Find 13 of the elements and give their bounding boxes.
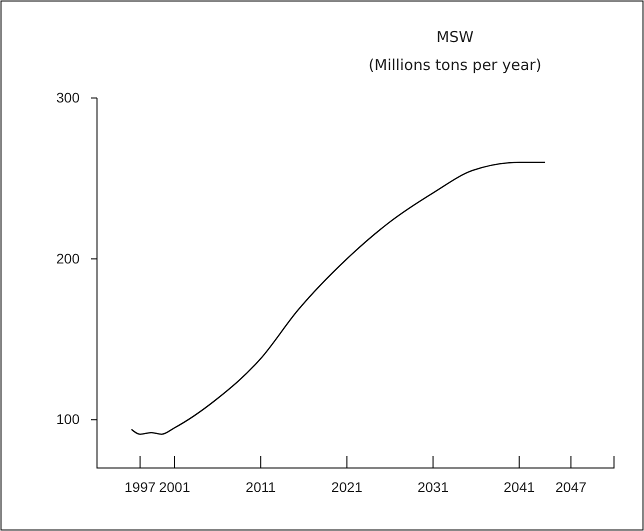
y-tick-label: 200 [56,250,80,266]
x-tick-label: 2001 [158,479,190,495]
y-tick-label: 100 [56,411,80,428]
chart-subtitle: (Millions tons per year) [368,56,542,74]
chart-title: MSW [436,28,474,46]
x-tick-label: 2041 [504,479,535,495]
line-series [130,162,546,435]
x-tick-label: 2021 [331,479,363,495]
y-tick-label: 300 [56,89,80,106]
x-tick-label: 1997 [124,479,156,495]
x-tick-label: 2011 [246,479,276,495]
x-tick-label: 2047 [555,479,587,495]
x-tick-label: 2031 [417,479,449,495]
